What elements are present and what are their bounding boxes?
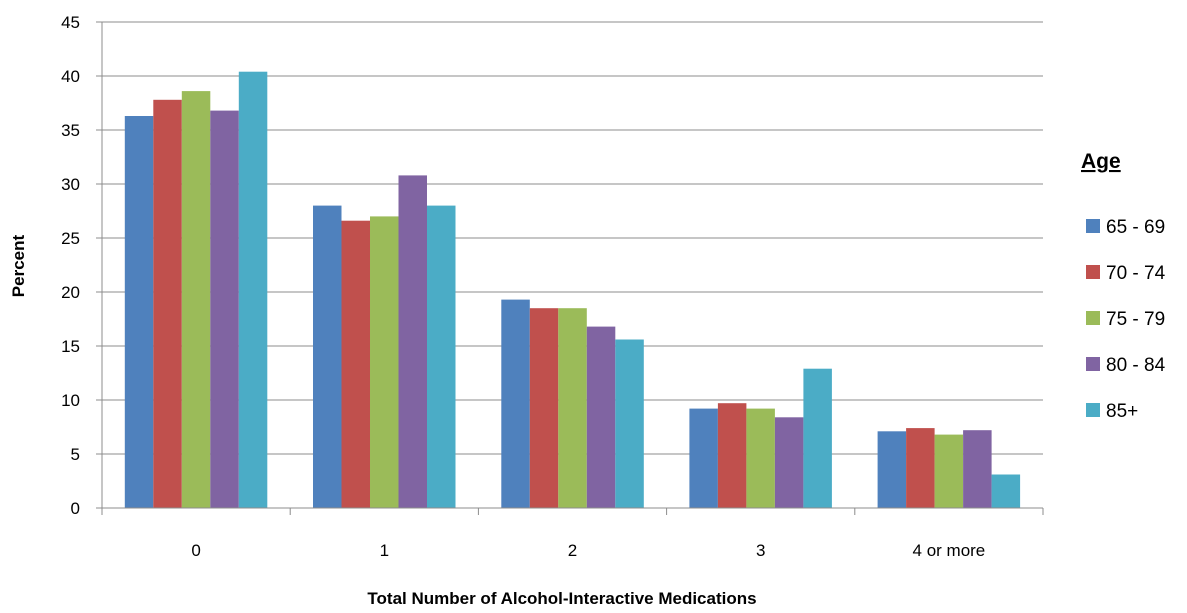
bar <box>906 428 935 508</box>
bar <box>427 205 456 508</box>
bar <box>689 408 718 508</box>
bar <box>558 308 587 508</box>
bar <box>963 430 992 508</box>
y-tick-label: 45 <box>61 13 80 32</box>
bar <box>124 116 154 508</box>
bar <box>529 308 559 508</box>
x-tick-label: 3 <box>756 541 765 560</box>
legend-label: 70 - 74 <box>1106 263 1166 284</box>
y-tick-label: 35 <box>61 121 80 140</box>
y-tick-label: 30 <box>61 175 80 194</box>
bars <box>124 71 1021 509</box>
y-tick-label: 10 <box>61 391 80 410</box>
legend-label: 65 - 69 <box>1106 217 1165 238</box>
x-tick-label: 0 <box>191 541 200 560</box>
x-tick-label: 2 <box>568 541 577 560</box>
legend-swatch <box>1086 219 1100 233</box>
legend-swatch <box>1086 357 1100 371</box>
legend-label: 75 - 79 <box>1106 309 1165 330</box>
bar <box>238 71 268 508</box>
y-axis-title: Percent <box>9 234 28 297</box>
x-tick-label: 4 or more <box>913 541 986 560</box>
bar <box>501 299 530 508</box>
y-tick-label: 25 <box>61 229 80 248</box>
y-tick-label: 0 <box>71 499 80 518</box>
y-tick-label: 15 <box>61 337 80 356</box>
bar <box>717 403 747 508</box>
bar <box>991 474 1021 508</box>
bar <box>370 216 399 508</box>
y-tick-label: 5 <box>71 445 80 464</box>
legend-label: 80 - 84 <box>1106 355 1166 376</box>
legend-swatch <box>1086 311 1100 325</box>
bar <box>877 431 907 508</box>
x-tick-label: 1 <box>380 541 389 560</box>
legend-label: 85+ <box>1106 401 1138 422</box>
y-tick-label: 20 <box>61 283 80 302</box>
bar <box>313 205 342 508</box>
x-tick-labels: 0 1 2 3 4 or more <box>191 541 985 560</box>
bar <box>153 99 182 509</box>
legend-swatch <box>1086 403 1100 417</box>
bar <box>398 175 427 508</box>
x-axis-title: Total Number of Alcohol-Interactive Medi… <box>367 589 756 608</box>
bar <box>181 91 211 508</box>
legend-swatch <box>1086 265 1100 279</box>
bar <box>774 417 804 508</box>
y-tick-labels: 0 5 10 15 20 25 30 35 40 45 <box>61 13 80 518</box>
axes <box>101 22 1044 515</box>
bar <box>341 220 370 508</box>
y-tick-label: 40 <box>61 67 80 86</box>
legend-title: Age <box>1081 150 1121 173</box>
bar <box>746 408 775 508</box>
bar <box>586 326 616 508</box>
legend: Age 65 - 69 70 - 74 75 - 79 80 - 84 85+ <box>1081 150 1166 422</box>
bar <box>210 110 239 508</box>
bar <box>803 368 832 508</box>
bar <box>615 339 644 508</box>
bar <box>934 434 964 508</box>
